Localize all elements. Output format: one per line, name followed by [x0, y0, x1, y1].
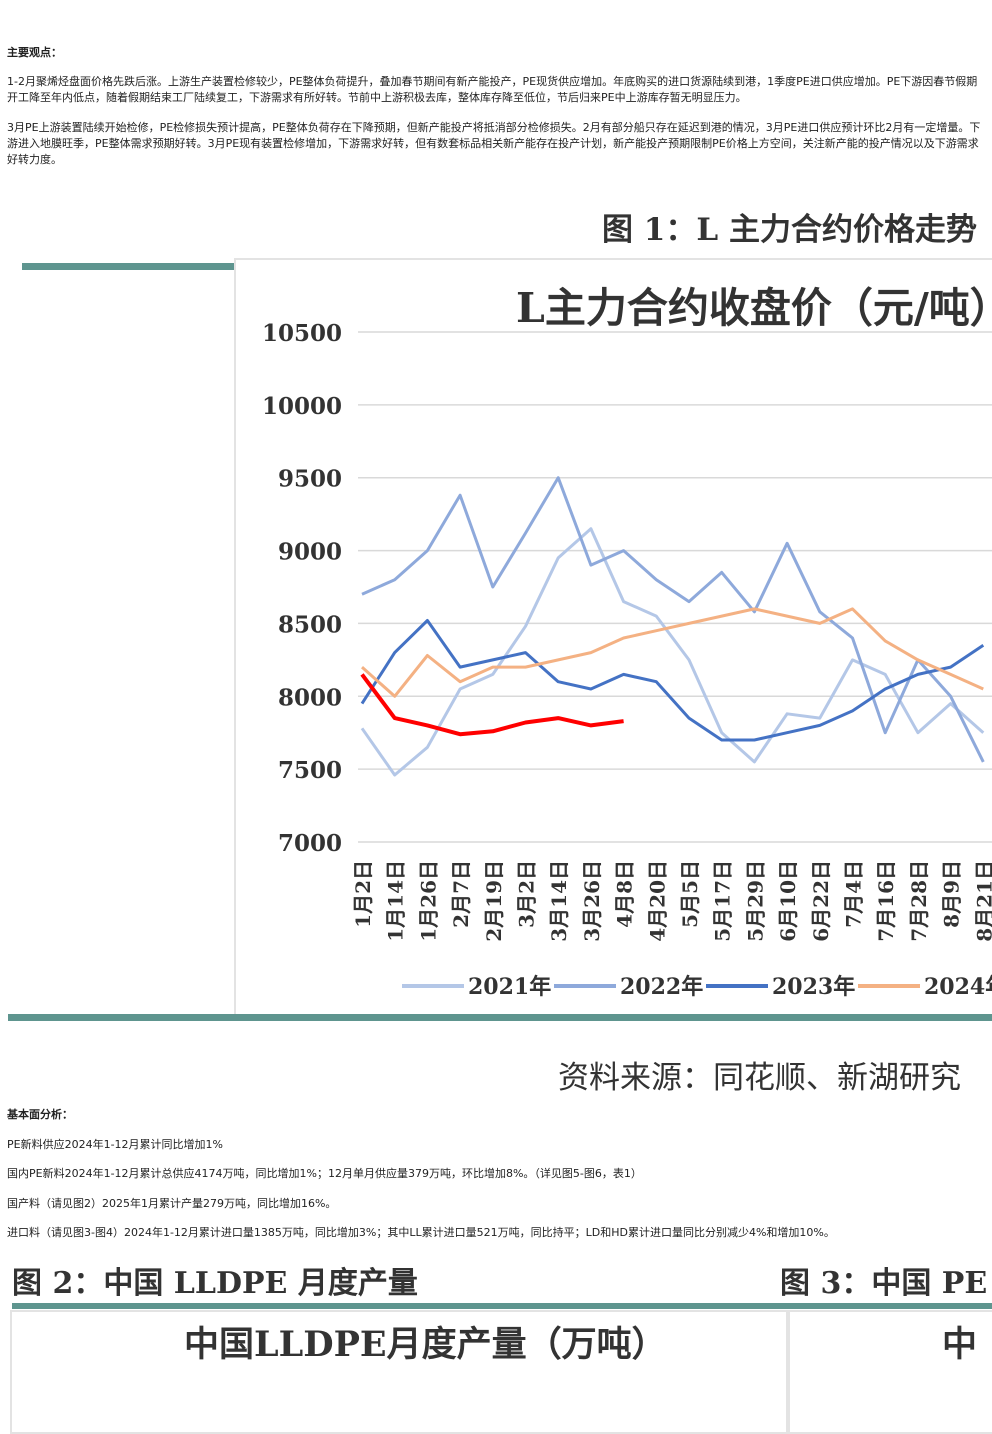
y-tick-label: 8500 [278, 611, 342, 638]
y-tick-label: 8000 [278, 684, 342, 711]
x-tick-label: 3月14日 [547, 860, 571, 942]
paragraph-1: 1-2月聚烯烃盘面价格先跌后涨。上游生产装置检修较少，PE整体负荷提升，叠加春节… [7, 75, 978, 104]
figure-2-chart-frame: 中国LLDPE月度产量（万吨） [10, 1310, 788, 1434]
section-heading-views: 主要观点： [7, 46, 62, 59]
figure-2-chart-title: 中国LLDPE月度产量（万吨） [184, 1324, 667, 1365]
x-tick-label: 5月29日 [743, 860, 767, 942]
legend-label: 2024年 [924, 974, 992, 1000]
y-tick-label: 7000 [278, 830, 342, 857]
x-tick-label: 4月20日 [645, 860, 669, 942]
x-tick-label: 2月19日 [482, 860, 506, 942]
x-tick-label: 6月22日 [809, 860, 833, 942]
figure-2-title: 图 2：中国 LLDPE 月度产量 [12, 1266, 418, 1301]
paragraph-2: 3月PE上游装置陆续开始检修，PE检修损失预计提高，PE整体负荷存在下降预期，但… [7, 121, 981, 166]
x-tick-label: 3月26日 [580, 860, 604, 942]
x-tick-label: 7月16日 [874, 860, 898, 942]
x-tick-label: 2月7日 [449, 860, 473, 928]
fundamental-line-1: PE新料供应2024年1-12月累计同比增加1% [7, 1138, 223, 1151]
series-line-2021年 [360, 527, 985, 777]
y-tick-label: 10500 [262, 320, 342, 347]
x-tick-label: 7月28日 [907, 860, 931, 942]
series-line-2024年 [361, 607, 984, 698]
fundamental-line-2: 国内PE新料2024年1-12月累计总供应4174万吨，同比增加1%；12月单月… [7, 1167, 642, 1180]
x-tick-label: 1月14日 [384, 860, 408, 942]
x-tick-label: 5月5日 [678, 860, 702, 928]
y-tick-label: 7500 [278, 757, 342, 784]
x-tick-label: 7月4日 [842, 860, 866, 928]
line-chart: 10500 10000 9500 9000 8500 8000 7500 7000 1月2日 1月… [262, 320, 992, 1000]
x-tick-label: 6月10日 [776, 860, 800, 942]
fundamental-line-4: 进口料（请见图3-图4）2024年1-12月累计进口量1385万吨，同比增加3%… [7, 1226, 835, 1239]
figure-1-bottom-rule [8, 1014, 992, 1021]
legend-label: 2022年 [620, 974, 703, 1000]
y-tick-label: 10000 [262, 393, 342, 420]
section-heading-fundamental: 基本面分析： [7, 1108, 73, 1121]
figure-3-chart-frame: 中 [788, 1310, 992, 1434]
series-line-2025年 [360, 673, 624, 737]
y-tick-label: 9500 [278, 466, 342, 493]
figure-1-chart-frame: L主力合约收盘价（元/吨） [234, 258, 992, 1016]
x-tick-label: 8月9日 [940, 860, 964, 928]
y-tick-label: 9000 [278, 539, 342, 566]
legend-label: 2021年 [468, 974, 551, 1000]
figure-1-source: 资料来源：同花顺、新湖研究 [558, 1060, 961, 1096]
figure-1-title: 图 1：L 主力合约价格走势 [602, 212, 977, 248]
figure-3-title: 图 3：中国 PE [780, 1266, 988, 1301]
series-line-2022年 [361, 476, 985, 763]
legend-label: 2023年 [772, 974, 855, 1000]
series-line-2023年 [360, 619, 985, 742]
x-tick-label: 8月21日 [972, 860, 992, 942]
x-tick-label: 1月2日 [351, 860, 375, 928]
figure-2-3-rule [12, 1303, 992, 1309]
fundamental-line-3: 国产料（请见图2）2025年1月累计产量279万吨，同比增加16%。 [7, 1197, 337, 1210]
figure-3-chart-title: 中 [942, 1324, 978, 1365]
x-tick-label: 4月8日 [613, 860, 637, 928]
x-tick-label: 1月26日 [416, 860, 440, 942]
x-tick-label: 3月2日 [515, 860, 539, 928]
x-tick-label: 5月17日 [711, 860, 735, 942]
chart-title: L主力合约收盘价（元/吨） [516, 284, 992, 332]
